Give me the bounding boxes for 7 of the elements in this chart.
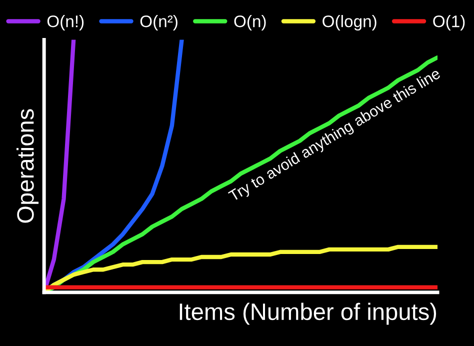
x-axis-title: Items (Number of inputs) — [180, 302, 436, 325]
legend-label: O(1) — [433, 15, 465, 31]
legend-label: O(logn) — [322, 15, 376, 31]
y-axis-title: Operations — [16, 109, 39, 223]
legend-label: O(n!) — [47, 15, 84, 31]
legend-label: O(n) — [234, 15, 266, 31]
legend-label: O(n²) — [140, 15, 178, 31]
